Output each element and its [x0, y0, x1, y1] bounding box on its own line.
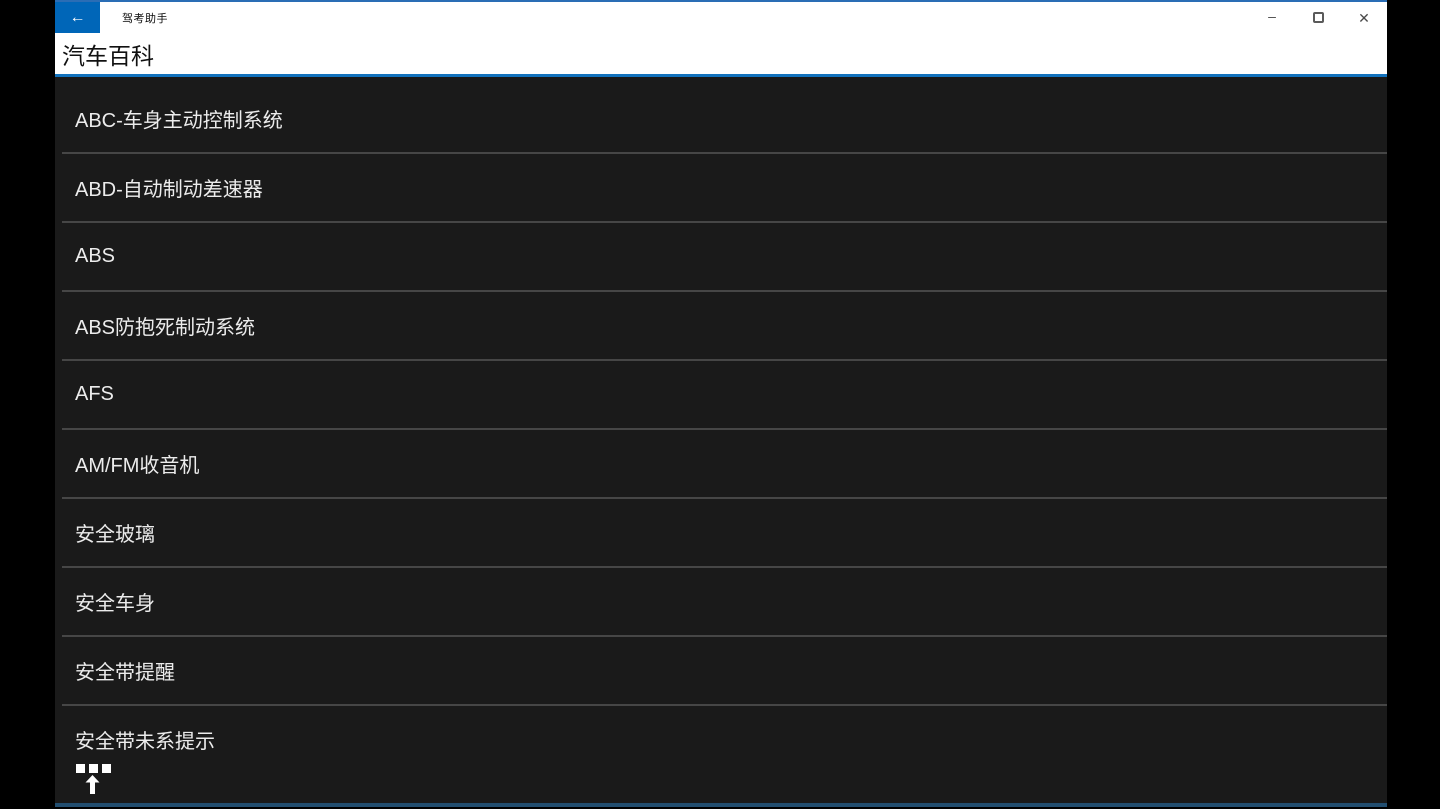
back-button[interactable]: ← — [55, 2, 100, 33]
content-area: ABC-车身主动控制系统 ABD-自动制动差速器 ABS ABS防抱死制动系统 … — [55, 77, 1387, 803]
list-item[interactable]: 安全带提醒 — [62, 637, 1387, 706]
back-arrow-icon: ← — [69, 8, 86, 26]
page-title: 汽车百科 — [62, 43, 154, 69]
list-item[interactable]: AFS — [62, 361, 1387, 430]
page-header: 汽车百科 — [55, 33, 1387, 77]
list-item[interactable]: ABD-自动制动差速器 — [62, 154, 1387, 223]
list-item[interactable]: ABC-车身主动控制系统 — [62, 85, 1387, 154]
title-bar: ← 驾考助手 – ✕ — [55, 2, 1387, 33]
list-item[interactable]: 安全玻璃 — [62, 499, 1387, 568]
list-item[interactable]: ABS — [62, 223, 1387, 292]
maximize-button[interactable] — [1295, 2, 1341, 33]
bottom-app-bar — [55, 757, 1387, 803]
app-window: ← 驾考助手 – ✕ 汽车百科 ABC-车身主动控制系统 — [55, 0, 1387, 807]
more-expand-icon — [76, 764, 111, 794]
list-item[interactable]: ABS防抱死制动系统 — [62, 292, 1387, 361]
close-icon: ✕ — [1358, 9, 1370, 26]
list-item[interactable]: AM/FM收音机 — [62, 430, 1387, 499]
maximize-icon — [1312, 12, 1324, 23]
titlebar-drag-area — [168, 2, 1249, 33]
encyclopedia-list: ABC-车身主动控制系统 ABD-自动制动差速器 ABS ABS防抱死制动系统 … — [62, 77, 1387, 775]
more-expand-button[interactable] — [75, 761, 113, 799]
minimize-button[interactable]: – — [1249, 2, 1295, 33]
app-title: 驾考助手 — [122, 12, 168, 25]
close-button[interactable]: ✕ — [1341, 2, 1387, 33]
list-item[interactable]: 安全车身 — [62, 568, 1387, 637]
minimize-icon: – — [1268, 7, 1276, 24]
window-controls: – ✕ — [1249, 2, 1387, 33]
